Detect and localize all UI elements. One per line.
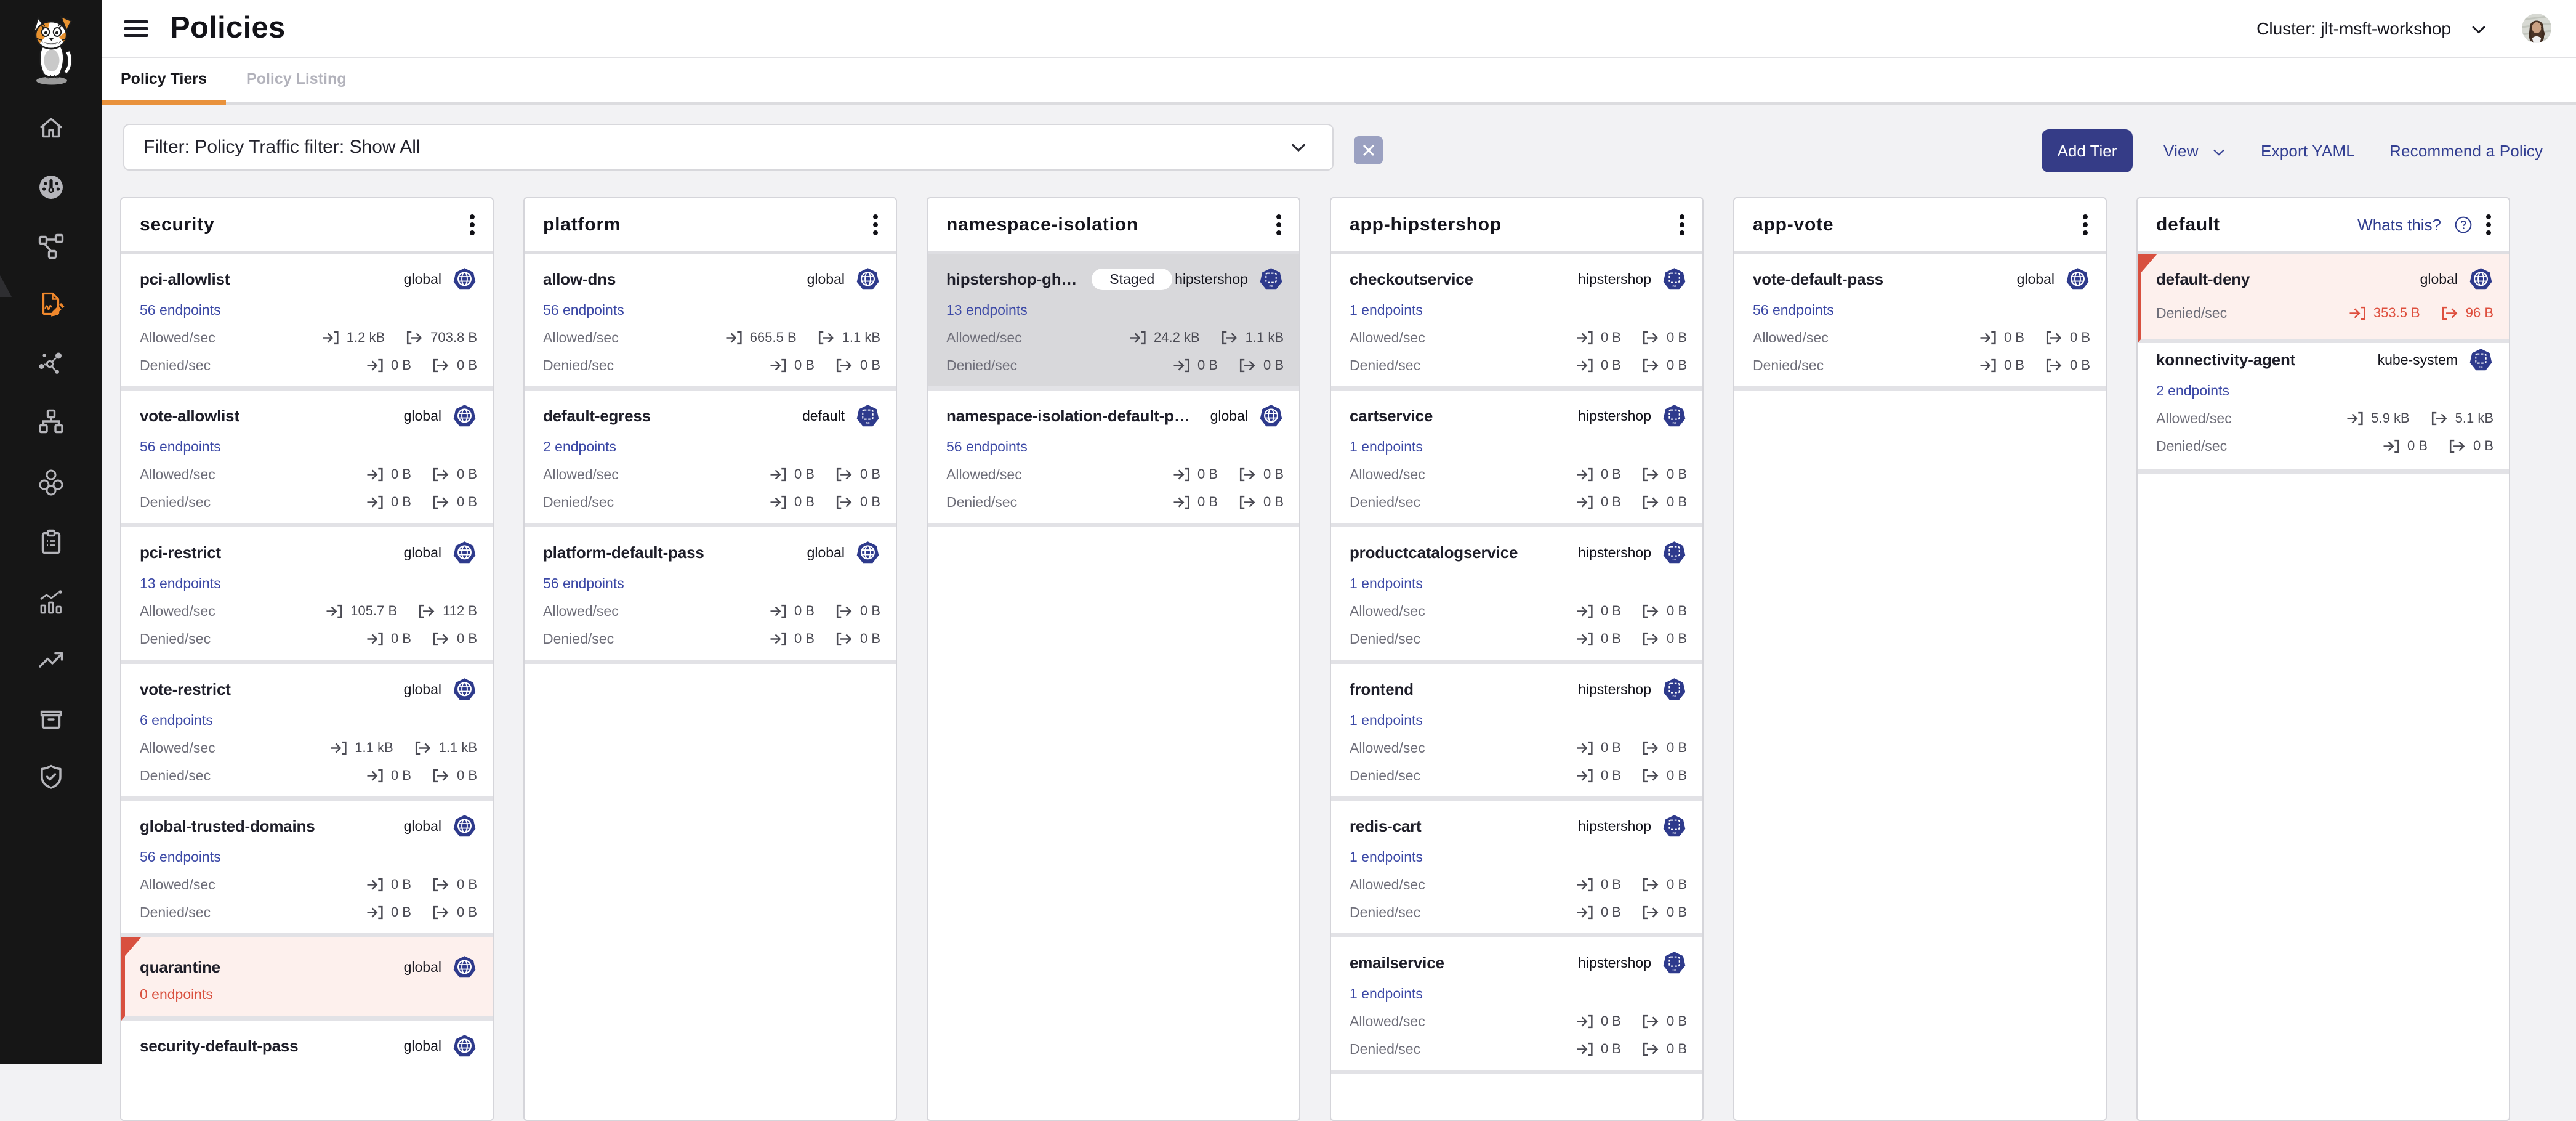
svg-text:ns: ns xyxy=(1672,831,1676,835)
svg-text:ns: ns xyxy=(1672,694,1676,698)
svg-text:ns: ns xyxy=(866,421,869,424)
svg-text:ns: ns xyxy=(1672,968,1676,971)
svg-text:ns: ns xyxy=(1269,284,1273,288)
svg-text:ns: ns xyxy=(1672,421,1676,424)
svg-text:ns: ns xyxy=(1672,284,1676,288)
svg-text:ns: ns xyxy=(2479,365,2482,368)
svg-text:ns: ns xyxy=(1672,557,1676,561)
